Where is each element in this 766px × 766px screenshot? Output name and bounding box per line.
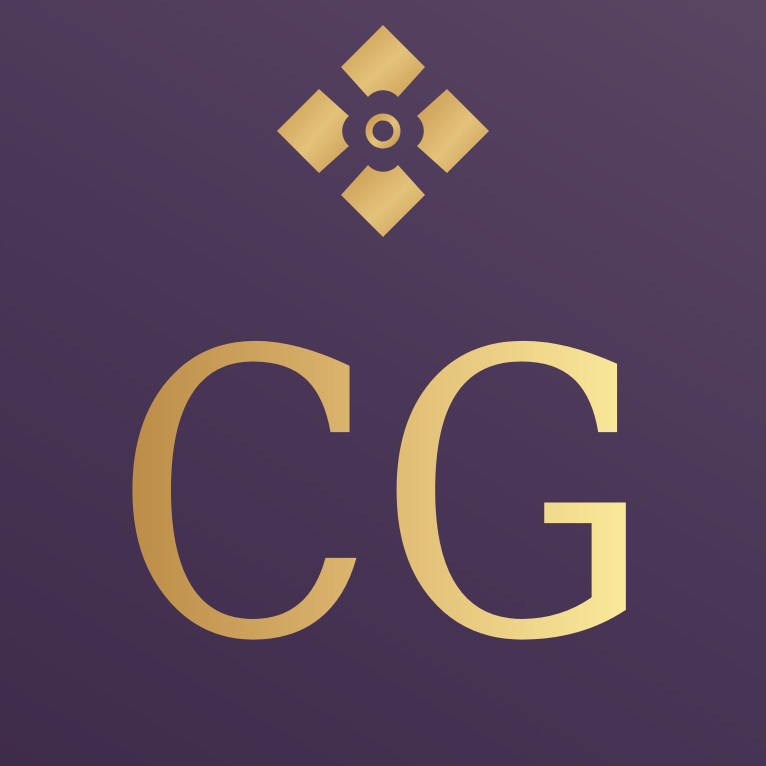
monogram-text: CG xyxy=(113,268,653,728)
ornament-petal-bottom xyxy=(341,165,425,237)
ornament-petal-right xyxy=(417,89,489,173)
ornament-center-ring xyxy=(365,113,401,149)
ornament-petal-left xyxy=(277,89,349,173)
ornament-petal-top xyxy=(341,25,425,97)
